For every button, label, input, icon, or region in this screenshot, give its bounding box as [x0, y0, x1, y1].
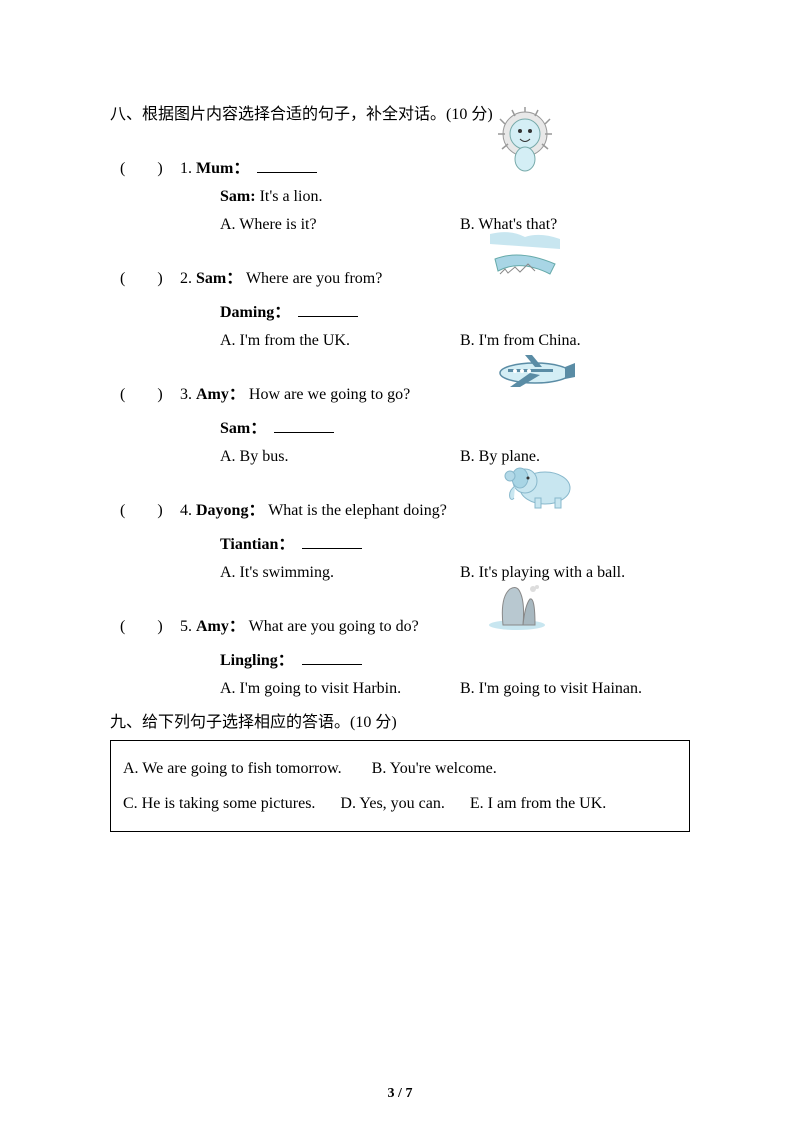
dialogue-text: How are we going to go?	[249, 386, 410, 403]
blank[interactable]	[274, 432, 334, 433]
question-1: ( ) 1. Mum： Sam: It's a lion. A. Where i…	[110, 154, 690, 234]
speaker: Lingling：	[220, 652, 294, 669]
option-a: A. By bus.	[220, 448, 460, 466]
section-9-title: 九、给下列句子选择相应的答语。(10 分)	[110, 708, 690, 732]
question-4: ( ) 4. Dayong： What is the elephant doin…	[110, 496, 690, 582]
dialogue-text: What are you going to do?	[249, 618, 419, 635]
option-b: B. I'm going to visit Hainan.	[460, 680, 690, 698]
answer-choices-box: A. We are going to fish tomorrow. B. You…	[110, 740, 690, 832]
rock-icon	[485, 577, 550, 632]
q-number: 5	[180, 618, 188, 635]
q-number: 4	[180, 502, 188, 519]
q-number: 1	[180, 160, 188, 177]
wall-icon	[490, 229, 560, 284]
q-number: 2	[180, 270, 188, 287]
question-3: ( ) 3. Amy： How are we going to go? Sam：…	[110, 380, 690, 466]
speaker: Amy：	[196, 618, 245, 635]
section-8-title: 八、根据图片内容选择合适的句子，补全对话。(10 分)	[110, 100, 690, 124]
speaker: Tiantian：	[220, 536, 294, 553]
speaker: Sam：	[196, 270, 242, 287]
dialogue-text: What is the elephant doing?	[268, 502, 447, 519]
question-5: ( ) 5. Amy： What are you going to do? Li…	[110, 612, 690, 698]
speaker: Sam：	[220, 420, 266, 437]
question-2: ( ) 2. Sam： Where are you from? Daming： …	[110, 264, 690, 350]
answer-paren[interactable]: ( )	[110, 612, 180, 636]
dialogue-text: Where are you from?	[246, 270, 382, 287]
answer-paren[interactable]: ( )	[110, 264, 180, 288]
speaker: Sam:	[220, 188, 256, 205]
speaker: Daming：	[220, 304, 290, 321]
answer-e: E. I am from the UK.	[470, 786, 606, 821]
answer-a: A. We are going to fish tomorrow.	[123, 751, 342, 786]
blank[interactable]	[257, 172, 317, 173]
option-a: A. It's swimming.	[220, 564, 460, 582]
dialogue-text: It's a lion.	[260, 188, 323, 205]
speaker: Amy：	[196, 386, 245, 403]
answer-b: B. You're welcome.	[372, 751, 497, 786]
answer-paren[interactable]: ( )	[110, 380, 180, 404]
plane-icon	[490, 345, 580, 395]
answer-paren[interactable]: ( )	[110, 154, 180, 178]
option-a: A. Where is it?	[220, 216, 460, 234]
option-a: A. I'm going to visit Harbin.	[220, 680, 460, 698]
blank[interactable]	[302, 548, 362, 549]
elephant-icon	[500, 456, 580, 511]
answer-d: D. Yes, you can.	[340, 786, 444, 821]
answer-paren[interactable]: ( )	[110, 496, 180, 520]
speaker: Mum：	[196, 160, 249, 177]
speaker: Dayong：	[196, 502, 264, 519]
answer-c: C. He is taking some pictures.	[123, 786, 315, 821]
q-number: 3	[180, 386, 188, 403]
page-number: 3 / 7	[388, 1086, 413, 1102]
blank[interactable]	[302, 664, 362, 665]
option-a: A. I'm from the UK.	[220, 332, 460, 350]
lion-icon	[490, 104, 560, 174]
blank[interactable]	[298, 316, 358, 317]
